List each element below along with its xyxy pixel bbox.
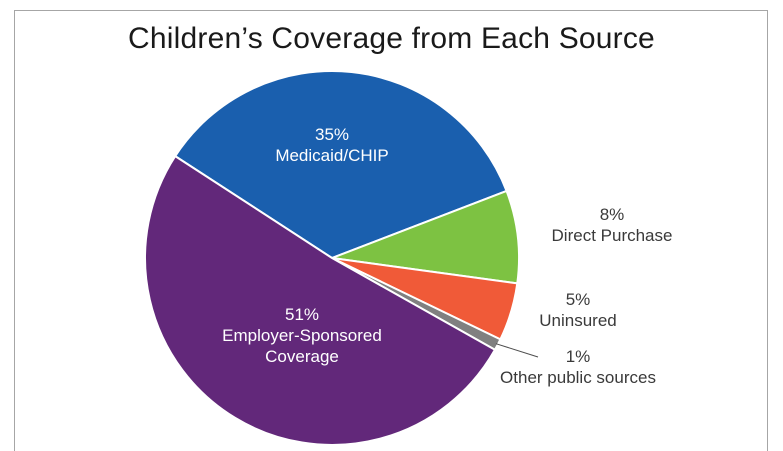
chart-title: Children’s Coverage from Each Source: [128, 22, 655, 55]
data-label-value-uninsured: 5%: [566, 290, 591, 309]
data-label-value-other-public-sources: 1%: [566, 347, 591, 366]
data-label-value-direct-purchase: 8%: [600, 205, 625, 224]
pie-slice-direct-purchase: [331, 189, 520, 285]
data-label-name-employer-sponsored-coverage-1: Employer-Sponsored: [222, 326, 382, 345]
data-label-name-medicaid-chip: Medicaid/CHIP: [275, 146, 388, 165]
data-label-name-direct-purchase: Direct Purchase: [552, 226, 673, 245]
data-label-name-employer-sponsored-coverage-2: Coverage: [265, 347, 339, 366]
pie-slice-medicaid-chip: [174, 70, 508, 259]
data-label-value-medicaid-chip: 35%: [315, 125, 349, 144]
data-label-name-other-public-sources: Other public sources: [500, 368, 656, 387]
leader-line-other-public-sources: [495, 343, 539, 358]
data-label-value-employer-sponsored-coverage: 51%: [285, 305, 319, 324]
data-label-name-uninsured: Uninsured: [539, 311, 617, 330]
pie-slice-employer-sponsored-coverage: [144, 155, 496, 446]
